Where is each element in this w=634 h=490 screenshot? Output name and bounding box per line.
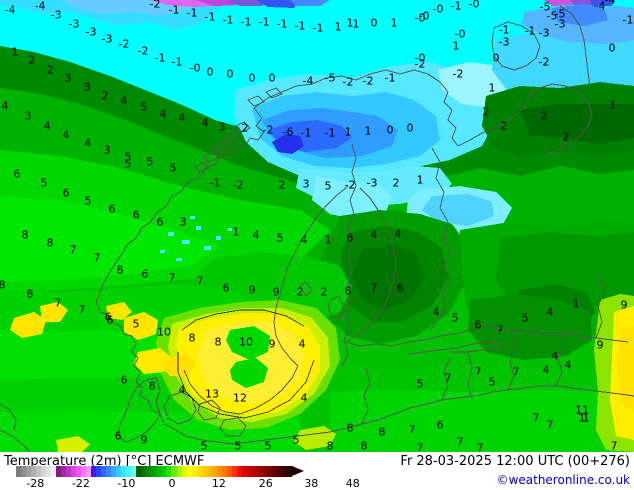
color-scale-tick-label: 12 (211, 477, 226, 490)
color-scale-swatch (246, 466, 252, 477)
color-scale-swatch (66, 466, 72, 477)
legend-title: Temperature (2m) [°C] ECMWF (4, 454, 205, 469)
color-scale-swatch (111, 466, 117, 477)
color-scale-swatch (251, 466, 257, 477)
color-scale-swatch (231, 466, 237, 477)
color-scale-swatch (36, 466, 42, 477)
map-area[interactable]: -4 -4 -3 -3 -3 -3 -2 -2 -1 -1 -0 -2 -1 -1 -1 -1 -1 -1 -1 -1… (0, 0, 634, 452)
color-scale-swatch (161, 466, 167, 477)
color-scale-swatch (61, 466, 67, 477)
color-scale-swatch (46, 466, 52, 477)
color-scale-swatch (41, 466, 47, 477)
color-scale-swatch (226, 466, 232, 477)
color-scale-swatch (186, 466, 192, 477)
color-scale-swatch (281, 466, 287, 477)
color-scale-swatch (31, 466, 37, 477)
color-scale-tick-label: -28 (26, 477, 45, 490)
color-scale-swatch (126, 466, 132, 477)
color-scale-swatch (181, 466, 187, 477)
color-scale-swatch (191, 466, 197, 477)
color-scale-swatch (276, 466, 282, 477)
color-scale-tick-label: 48 (345, 477, 360, 490)
color-scale-swatch (146, 466, 152, 477)
color-scale-swatch (171, 466, 177, 477)
color-scale-swatch (241, 466, 247, 477)
color-scale-tick-label: -22 (71, 477, 90, 490)
copyright-link[interactable]: ©weatheronline.co.uk (496, 473, 630, 487)
color-scale-arrow-end (292, 466, 304, 476)
color-scale-tick-label: 38 (304, 477, 319, 490)
color-scale-swatch (26, 466, 32, 477)
run-datetime: Fr 28-03-2025 12:00 UTC (00+276) (400, 454, 630, 469)
color-scale-tick-label: 26 (258, 477, 273, 490)
color-scale-swatch (216, 466, 222, 477)
temperature-field-map (0, 0, 634, 452)
color-scale-swatch (91, 466, 97, 477)
color-scale-swatch (131, 466, 137, 477)
color-scale-swatch (271, 466, 277, 477)
color-scale-swatch (151, 466, 157, 477)
color-scale: -28 -22 -10 0 12 26 38 48 (16, 466, 360, 490)
color-scale-swatch (56, 466, 62, 477)
color-scale-swatch (16, 466, 22, 477)
color-scale-swatch (106, 466, 112, 477)
color-scale-swatch (221, 466, 227, 477)
color-scale-swatch (21, 466, 27, 477)
color-scale-swatch (261, 466, 267, 477)
color-scale-swatch (196, 466, 202, 477)
color-scale-tick-label: -10 (117, 477, 136, 490)
color-scale-swatch (286, 466, 292, 477)
color-scale-swatch (71, 466, 77, 477)
color-scale-swatch (211, 466, 217, 477)
color-scale-swatch (51, 466, 57, 477)
color-scale-swatch (256, 466, 262, 477)
color-scale-swatch (86, 466, 92, 477)
color-scale-swatch (121, 466, 127, 477)
color-scale-swatch (266, 466, 272, 477)
color-scale-swatch (236, 466, 242, 477)
color-scale-swatch (96, 466, 102, 477)
color-scale-swatch (81, 466, 87, 477)
color-scale-swatch (141, 466, 147, 477)
color-scale-swatch (201, 466, 207, 477)
color-scale-swatch (136, 466, 142, 477)
color-scale-swatch (156, 466, 162, 477)
color-scale-swatch (101, 466, 107, 477)
color-scale-bar (16, 466, 292, 477)
color-scale-tick-label: 0 (168, 477, 176, 490)
color-scale-swatch (116, 466, 122, 477)
color-scale-swatch (76, 466, 82, 477)
color-scale-swatch (206, 466, 212, 477)
color-scale-swatch (166, 466, 172, 477)
color-scale-swatch (176, 466, 182, 477)
